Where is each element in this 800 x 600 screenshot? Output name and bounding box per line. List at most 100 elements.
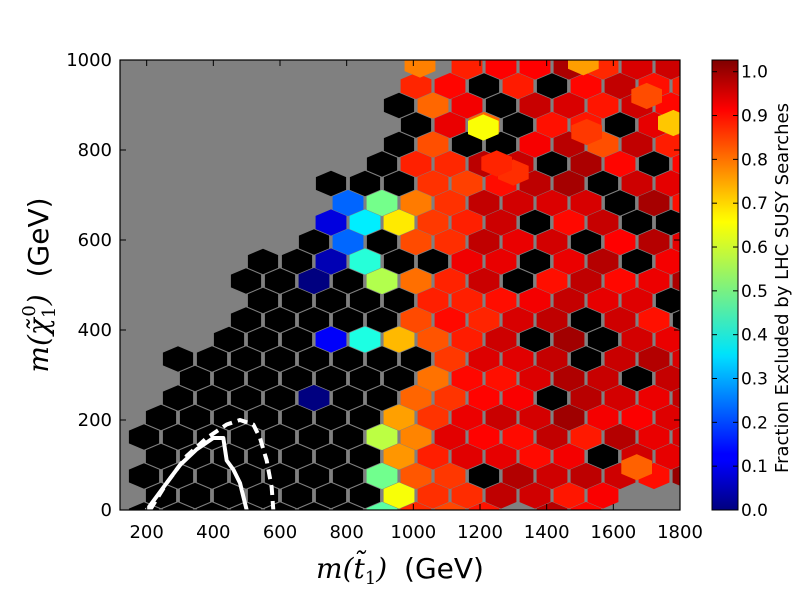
hex-bin	[417, 287, 449, 314]
hex-bin	[655, 326, 680, 353]
hex-bin	[502, 72, 534, 100]
hex-bin	[383, 131, 415, 158]
hex-bin-highlight	[468, 114, 499, 141]
hex-bin	[587, 209, 619, 236]
hex-bin	[332, 228, 364, 256]
x-tick-label: 1800	[657, 522, 703, 543]
hex-bin-highlight	[658, 109, 680, 137]
hex-bin	[519, 482, 551, 509]
hex-bin	[519, 443, 551, 470]
hex-bin	[621, 209, 653, 236]
hex-bin	[247, 365, 279, 392]
hex-bin	[604, 306, 636, 334]
hex-bin	[468, 463, 500, 489]
hex-bin	[570, 346, 602, 372]
hex-bin	[315, 248, 347, 275]
hex-bin	[655, 365, 680, 392]
hex-bin	[366, 229, 398, 255]
hex-bin	[417, 404, 449, 431]
hex-bin	[451, 287, 483, 314]
hex-bin	[434, 423, 466, 451]
y-tick-label: 200	[78, 410, 112, 431]
hex-bin	[536, 267, 568, 295]
hex-bin	[434, 384, 466, 412]
hex-bin	[247, 326, 279, 353]
hex-bin	[400, 228, 432, 256]
hex-bin	[570, 72, 602, 100]
hex-bin	[247, 404, 279, 431]
hex-bin	[162, 385, 194, 411]
hex-bin	[604, 150, 636, 178]
hex-bin	[247, 287, 279, 314]
y-tick-label: 800	[78, 140, 112, 161]
hex-bin	[332, 502, 364, 510]
hex-bin	[179, 404, 211, 431]
hex-bin	[332, 385, 364, 411]
colorbar-tick-label: 0.5	[741, 282, 768, 302]
hex-bin	[315, 170, 347, 197]
hex-bin	[417, 365, 449, 392]
hex-bin	[383, 170, 415, 197]
colorbar-tick-label: 0.3	[741, 370, 768, 390]
x-tick-label: 600	[263, 522, 297, 543]
hex-bin	[298, 346, 330, 372]
hex-bin-highlight	[404, 60, 436, 78]
hex-bin	[655, 287, 680, 314]
y-axis-ticks: 0 200 400 600 800 1000	[66, 50, 680, 521]
hex-bin	[451, 443, 483, 470]
hex-bin	[468, 189, 500, 217]
hex-bin	[502, 189, 534, 217]
hex-bin	[247, 443, 279, 470]
hex-bin	[366, 151, 398, 177]
hex-bin	[366, 423, 398, 451]
hex-bin	[672, 271, 680, 291]
hex-bin	[553, 365, 585, 392]
hex-bin	[298, 384, 330, 412]
hex-bin	[264, 424, 296, 450]
hex-bin	[587, 170, 619, 197]
hex-bin	[196, 346, 228, 372]
x-tick-label: 400	[196, 522, 230, 543]
hex-bin	[672, 76, 680, 96]
hex-bin	[179, 482, 211, 509]
hex-bin	[162, 463, 194, 489]
hex-bin	[349, 248, 381, 275]
hex-bin	[417, 209, 449, 236]
hex-bin	[298, 463, 330, 489]
hex-bin	[315, 287, 347, 314]
hex-bin	[468, 423, 500, 451]
hex-bin	[672, 310, 680, 330]
hex-bin	[400, 72, 432, 100]
hex-bin	[451, 248, 483, 275]
hex-bin	[604, 112, 636, 138]
hex-bin	[672, 232, 680, 252]
hex-bin	[434, 462, 466, 490]
hex-bin	[485, 209, 517, 236]
hex-bin	[366, 385, 398, 411]
hex-bin	[366, 307, 398, 333]
hex-bin	[417, 131, 449, 158]
hex-bin	[417, 248, 449, 275]
hex-bin	[536, 306, 568, 334]
hex-bin	[247, 248, 279, 275]
hex-bin	[400, 267, 432, 295]
hex-bin	[417, 482, 449, 509]
hex-bin	[349, 170, 381, 197]
hex-bin	[400, 112, 432, 138]
hex-bin	[315, 404, 347, 431]
exclusion-contour-solid	[145, 436, 249, 510]
hex-bin	[621, 170, 653, 197]
colorbar-tick-label: 0.8	[741, 150, 768, 170]
hex-bin	[621, 248, 653, 275]
hex-bin	[638, 345, 670, 373]
hex-bin	[128, 463, 160, 489]
x-tick-label: 200	[129, 522, 163, 543]
hex-bin	[400, 189, 432, 217]
hex-bin	[621, 287, 653, 314]
hex-bin	[451, 404, 483, 431]
hex-bin	[553, 482, 585, 509]
plot-frame	[119, 59, 681, 511]
hex-bin	[570, 501, 602, 510]
hex-bin	[349, 365, 381, 392]
hex-bin	[655, 170, 680, 197]
